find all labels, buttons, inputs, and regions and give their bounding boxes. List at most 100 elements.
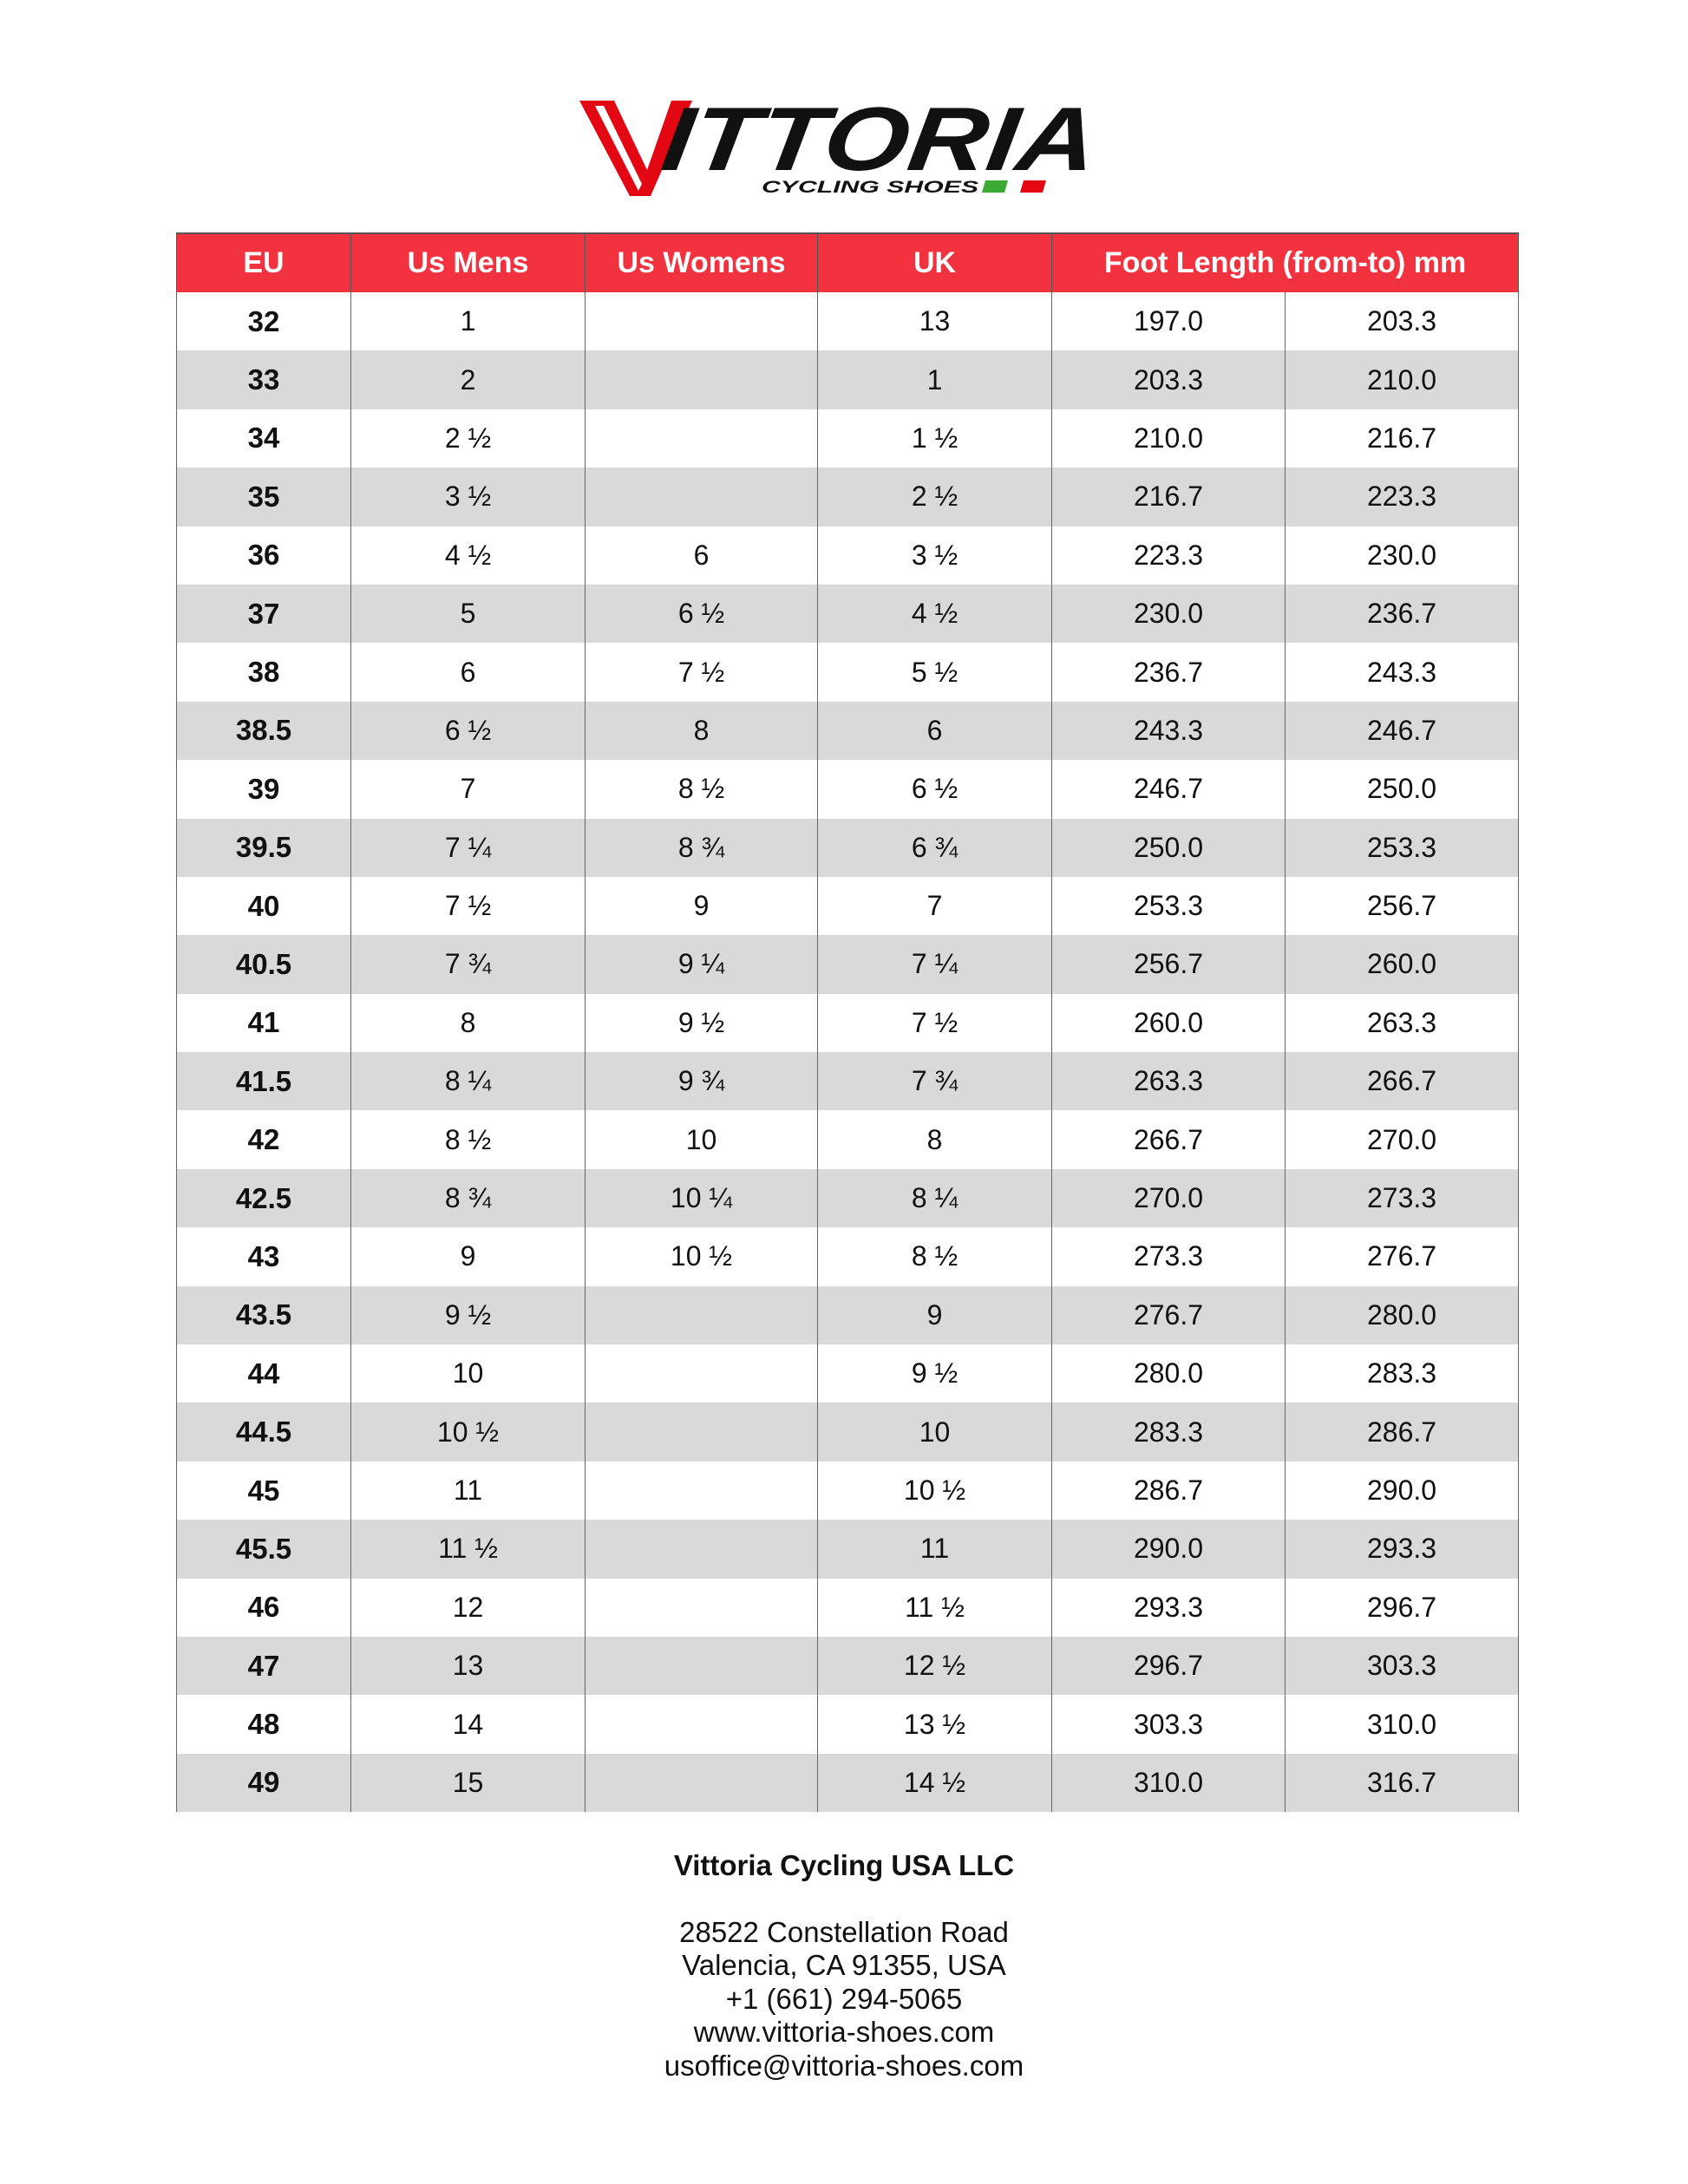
cell-us-mens: 14 — [350, 1695, 586, 1754]
cell-us-womens: 10 ¼ — [585, 1168, 818, 1228]
cell-foot-length-to: 246.7 — [1284, 701, 1520, 761]
cell-foot-length-to: 286.7 — [1284, 1403, 1520, 1461]
email[interactable]: usoffice@vittoria-shoes.com — [664, 2049, 1024, 2082]
table-row: 35 3 ½ 2 ½ 216.7 223.3 — [176, 468, 1520, 526]
cell-foot-length-from: 230.0 — [1051, 584, 1286, 644]
header-eu: EU — [176, 232, 351, 292]
cell-uk: 7 ¾ — [817, 1052, 1052, 1111]
cell-uk: 14 ½ — [817, 1753, 1052, 1813]
cell-eu: 39.5 — [176, 818, 351, 877]
cell-us-womens — [585, 292, 818, 351]
cell-foot-length-to: 203.3 — [1284, 292, 1520, 351]
cell-us-womens: 10 — [585, 1110, 818, 1169]
cell-eu: 34 — [176, 409, 351, 468]
svg-text:ITTORIA: ITTORIA — [656, 94, 1103, 190]
cell-foot-length-to: 293.3 — [1284, 1520, 1520, 1579]
cell-uk: 4 ½ — [817, 584, 1052, 644]
cell-eu: 32 — [176, 292, 351, 351]
cell-us-womens — [585, 1636, 818, 1696]
website[interactable]: www.vittoria-shoes.com — [693, 2016, 995, 2048]
cell-foot-length-to: 290.0 — [1284, 1461, 1520, 1520]
cell-us-mens: 2 ½ — [350, 409, 586, 468]
cell-foot-length-from: 223.3 — [1051, 526, 1286, 585]
table-row: 43.5 9 ½ 9 276.7 280.0 — [176, 1285, 1520, 1345]
cell-us-mens: 8 ¼ — [350, 1052, 586, 1111]
cell-eu: 45 — [176, 1461, 351, 1520]
cell-foot-length-to: 256.7 — [1284, 876, 1520, 936]
cell-foot-length-from: 273.3 — [1051, 1227, 1286, 1286]
cell-eu: 38 — [176, 643, 351, 702]
cell-us-mens: 12 — [350, 1578, 586, 1637]
table-row: 46 12 11 ½ 293.3 296.7 — [176, 1578, 1520, 1637]
contact-footer: Vittoria Cycling USA LLC 28522 Constella… — [0, 1849, 1688, 2083]
cell-foot-length-from: 266.7 — [1051, 1110, 1286, 1169]
cell-us-mens: 9 ½ — [350, 1285, 586, 1345]
cell-uk: 6 ¾ — [817, 818, 1052, 877]
cell-us-womens: 6 — [585, 526, 818, 585]
cell-us-womens — [585, 1461, 818, 1520]
cell-eu: 48 — [176, 1695, 351, 1754]
header-us-womens: Us Womens — [585, 232, 818, 292]
table-row: 32 1 13 197.0 203.3 — [176, 292, 1520, 351]
cell-uk: 11 ½ — [817, 1578, 1052, 1637]
logo-tagline: CYCLING SHOES — [762, 179, 978, 196]
cell-eu: 47 — [176, 1636, 351, 1696]
table-row: 42 8 ½ 10 8 266.7 270.0 — [176, 1110, 1520, 1169]
cell-foot-length-from: 270.0 — [1051, 1168, 1286, 1228]
cell-foot-length-from: 310.0 — [1051, 1753, 1286, 1813]
cell-foot-length-from: 253.3 — [1051, 876, 1286, 936]
cell-us-mens: 1 — [350, 292, 586, 351]
cell-eu: 37 — [176, 584, 351, 644]
table-row: 34 2 ½ 1 ½ 210.0 216.7 — [176, 409, 1520, 468]
cell-uk: 5 ½ — [817, 643, 1052, 702]
cell-foot-length-to: 260.0 — [1284, 935, 1520, 994]
cell-foot-length-from: 256.7 — [1051, 935, 1286, 994]
header-foot-length: Foot Length (from-to) mm — [1050, 232, 1520, 292]
cell-foot-length-from: 210.0 — [1051, 409, 1286, 468]
cell-foot-length-to: 266.7 — [1284, 1052, 1520, 1111]
address-line: 28522 Constellation Road — [679, 1915, 1009, 1948]
cell-us-womens — [585, 409, 818, 468]
table-row: 38.5 6 ½ 8 6 243.3 246.7 — [176, 701, 1520, 761]
table-row: 33 2 1 203.3 210.0 — [176, 350, 1520, 409]
cell-eu: 43 — [176, 1227, 351, 1286]
cell-foot-length-to: 273.3 — [1284, 1168, 1520, 1228]
cell-foot-length-to: 223.3 — [1284, 468, 1520, 526]
cell-us-womens — [585, 468, 818, 526]
cell-foot-length-from: 250.0 — [1051, 818, 1286, 877]
cell-foot-length-to: 263.3 — [1284, 993, 1520, 1053]
cell-us-mens: 7 ¼ — [350, 818, 586, 877]
cell-foot-length-from: 290.0 — [1051, 1520, 1286, 1579]
cell-us-mens: 7 ½ — [350, 876, 586, 936]
cell-us-mens: 8 — [350, 993, 586, 1053]
table-row: 45 11 10 ½ 286.7 290.0 — [176, 1461, 1520, 1520]
cell-us-mens: 7 — [350, 760, 586, 819]
cell-foot-length-to: 253.3 — [1284, 818, 1520, 877]
cell-uk: 7 — [817, 876, 1052, 936]
cell-foot-length-to: 303.3 — [1284, 1636, 1520, 1696]
cell-us-mens: 6 ½ — [350, 701, 586, 761]
cell-us-womens: 10 ½ — [585, 1227, 818, 1286]
cell-eu: 42.5 — [176, 1168, 351, 1228]
cell-uk: 2 ½ — [817, 468, 1052, 526]
cell-uk: 7 ½ — [817, 993, 1052, 1053]
cell-eu: 40 — [176, 876, 351, 936]
cell-us-womens: 9 ¼ — [585, 935, 818, 994]
cell-foot-length-to: 230.0 — [1284, 526, 1520, 585]
cell-us-womens: 8 ½ — [585, 760, 818, 819]
cell-us-womens: 9 — [585, 876, 818, 936]
cell-eu: 38.5 — [176, 701, 351, 761]
cell-us-womens — [585, 1403, 818, 1461]
cell-us-womens: 8 ¾ — [585, 818, 818, 877]
city-line: Valencia, CA 91355, USA — [682, 1949, 1006, 1981]
cell-eu: 41.5 — [176, 1052, 351, 1111]
cell-eu: 44 — [176, 1344, 351, 1403]
cell-foot-length-to: 270.0 — [1284, 1110, 1520, 1169]
cell-foot-length-from: 260.0 — [1051, 993, 1286, 1053]
cell-eu: 46 — [176, 1578, 351, 1637]
table-row: 44 10 9 ½ 280.0 283.3 — [176, 1344, 1520, 1403]
